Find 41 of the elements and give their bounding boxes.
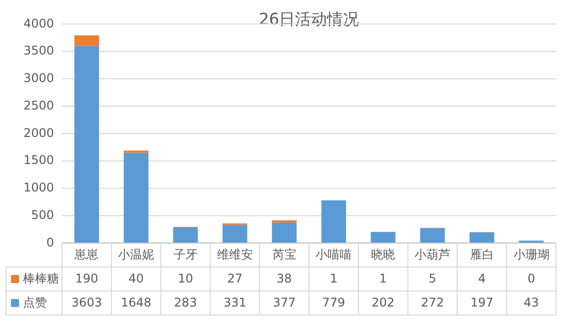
data-label: 377 xyxy=(272,295,296,310)
data-label: 43 xyxy=(524,295,539,310)
xtick: 芮宝 xyxy=(272,247,296,262)
ytick: 3000 xyxy=(23,71,54,86)
data-label: 3603 xyxy=(71,295,102,310)
xtick: 晓晓 xyxy=(371,247,396,262)
legend-label: 点赞 xyxy=(23,295,47,310)
data-label: 331 xyxy=(223,295,246,310)
data-label: 27 xyxy=(227,271,243,286)
xtick: 子牙 xyxy=(174,247,198,262)
data-label: 1 xyxy=(330,271,338,286)
ytick: 0 xyxy=(46,235,54,250)
xtick: 小温妮 xyxy=(118,247,154,262)
data-label: 10 xyxy=(178,271,194,286)
data-label: 0 xyxy=(527,271,536,286)
ytick: 1500 xyxy=(23,153,54,168)
data-label: 190 xyxy=(75,271,98,286)
data-label: 40 xyxy=(128,271,144,286)
ytick: 3500 xyxy=(23,44,54,58)
data-label: 779 xyxy=(322,295,346,310)
ytick: 1000 xyxy=(23,180,54,195)
ytick: 500 xyxy=(31,208,54,222)
data-label: 4 xyxy=(478,271,486,286)
data-label: 202 xyxy=(372,295,395,310)
data-label: 197 xyxy=(470,295,494,310)
xtick: 小珊瑚 xyxy=(513,247,550,262)
xtick: 维维安 xyxy=(216,247,253,262)
data-label: 272 xyxy=(421,295,444,310)
data-label: 38 xyxy=(276,271,292,286)
xtick: 雁白 xyxy=(470,247,494,262)
data-label: 1 xyxy=(379,271,387,286)
xtick: 小喵喵 xyxy=(316,247,352,262)
legend-label: 棒棒糖 xyxy=(23,271,59,286)
ytick: 2000 xyxy=(23,126,54,140)
ytick: 4000 xyxy=(23,16,54,30)
data-label: 5 xyxy=(428,271,436,286)
data-label: 1648 xyxy=(120,295,152,310)
data-label: 283 xyxy=(174,295,197,310)
ytick: 2500 xyxy=(23,98,54,112)
xtick: 崽崽 xyxy=(74,247,99,262)
xtick: 小葫芦 xyxy=(414,247,450,262)
